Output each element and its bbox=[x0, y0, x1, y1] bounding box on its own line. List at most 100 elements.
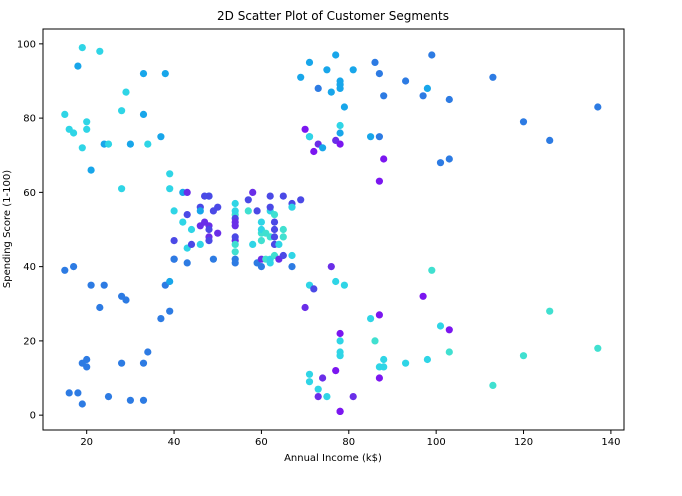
data-point bbox=[74, 389, 82, 397]
data-point bbox=[87, 281, 95, 289]
data-point bbox=[139, 359, 148, 367]
data-point bbox=[257, 263, 265, 271]
data-point bbox=[380, 363, 388, 371]
data-point bbox=[83, 363, 91, 371]
data-point bbox=[78, 400, 86, 408]
data-point bbox=[126, 140, 134, 148]
data-point bbox=[349, 393, 357, 401]
data-point bbox=[231, 259, 239, 267]
data-point bbox=[332, 367, 340, 375]
data-point bbox=[489, 73, 497, 81]
y-tick-label: 100 bbox=[17, 39, 36, 50]
data-point bbox=[170, 207, 178, 215]
data-point bbox=[61, 110, 69, 118]
data-point bbox=[419, 92, 427, 100]
data-point bbox=[371, 58, 379, 66]
data-point bbox=[314, 84, 322, 92]
data-point bbox=[166, 307, 174, 315]
points-layer bbox=[61, 44, 602, 415]
data-point bbox=[83, 118, 91, 126]
data-point bbox=[445, 155, 453, 163]
data-point bbox=[122, 296, 130, 304]
data-point bbox=[170, 255, 178, 263]
x-tick-label: 20 bbox=[80, 437, 93, 448]
data-point bbox=[380, 355, 388, 364]
data-point bbox=[205, 192, 213, 200]
data-point bbox=[332, 51, 340, 59]
data-point bbox=[423, 355, 431, 364]
data-point bbox=[519, 118, 528, 126]
data-point bbox=[332, 277, 340, 286]
data-point bbox=[100, 281, 108, 289]
data-point bbox=[279, 192, 287, 200]
data-point bbox=[196, 207, 204, 215]
data-point bbox=[122, 88, 130, 96]
chart-title: 2D Scatter Plot of Customer Segments bbox=[217, 9, 449, 23]
data-point bbox=[144, 140, 152, 148]
x-axis: 20 40 60 80 100 120 140 bbox=[80, 430, 620, 448]
data-point bbox=[70, 263, 78, 271]
x-tick-label: 120 bbox=[514, 437, 533, 448]
x-tick-label: 80 bbox=[342, 437, 355, 448]
data-point bbox=[423, 84, 431, 92]
data-point bbox=[336, 329, 344, 338]
data-point bbox=[270, 218, 279, 226]
data-point bbox=[314, 393, 322, 401]
data-point bbox=[310, 147, 318, 156]
y-tick-label: 0 bbox=[30, 411, 36, 422]
x-tick-label: 140 bbox=[601, 437, 620, 448]
data-point bbox=[546, 307, 554, 315]
data-point bbox=[279, 225, 287, 234]
data-point bbox=[187, 240, 196, 248]
data-point bbox=[375, 133, 383, 141]
data-point bbox=[183, 259, 191, 267]
data-point bbox=[275, 240, 283, 248]
data-point bbox=[266, 203, 274, 211]
data-point bbox=[231, 248, 239, 256]
data-point bbox=[157, 315, 165, 323]
data-point bbox=[279, 251, 287, 260]
data-point bbox=[257, 237, 265, 245]
data-point bbox=[375, 374, 383, 382]
data-point bbox=[166, 170, 174, 178]
data-point bbox=[319, 374, 327, 382]
data-point bbox=[319, 144, 327, 152]
data-point bbox=[336, 140, 344, 148]
data-point bbox=[270, 211, 279, 219]
data-point bbox=[375, 311, 383, 319]
x-axis-label: Annual Income (k$) bbox=[284, 453, 382, 464]
plot-frame bbox=[42, 28, 625, 431]
data-point bbox=[288, 203, 296, 211]
data-point bbox=[249, 240, 257, 248]
data-point bbox=[249, 188, 257, 196]
data-point bbox=[179, 218, 187, 226]
data-point bbox=[305, 133, 314, 141]
data-point bbox=[436, 322, 445, 330]
data-point bbox=[78, 44, 86, 52]
data-point bbox=[257, 218, 265, 226]
data-point bbox=[87, 166, 95, 174]
data-point bbox=[305, 58, 314, 66]
data-point bbox=[297, 196, 305, 204]
data-point bbox=[104, 140, 113, 148]
data-point bbox=[371, 337, 379, 345]
data-point bbox=[96, 303, 104, 312]
data-point bbox=[419, 292, 427, 300]
data-point bbox=[336, 121, 344, 130]
data-point bbox=[183, 188, 191, 196]
data-point bbox=[305, 378, 314, 386]
data-point bbox=[594, 344, 602, 352]
data-point bbox=[231, 233, 239, 241]
data-point bbox=[118, 107, 126, 115]
y-tick-label: 80 bbox=[23, 114, 36, 125]
data-point bbox=[340, 281, 348, 289]
x-tick-label: 60 bbox=[255, 437, 268, 448]
data-point bbox=[367, 315, 375, 323]
data-point bbox=[83, 125, 91, 133]
data-point bbox=[375, 177, 383, 185]
data-point bbox=[205, 225, 213, 234]
data-point bbox=[323, 393, 331, 401]
data-point bbox=[445, 95, 453, 104]
data-point bbox=[126, 396, 134, 404]
